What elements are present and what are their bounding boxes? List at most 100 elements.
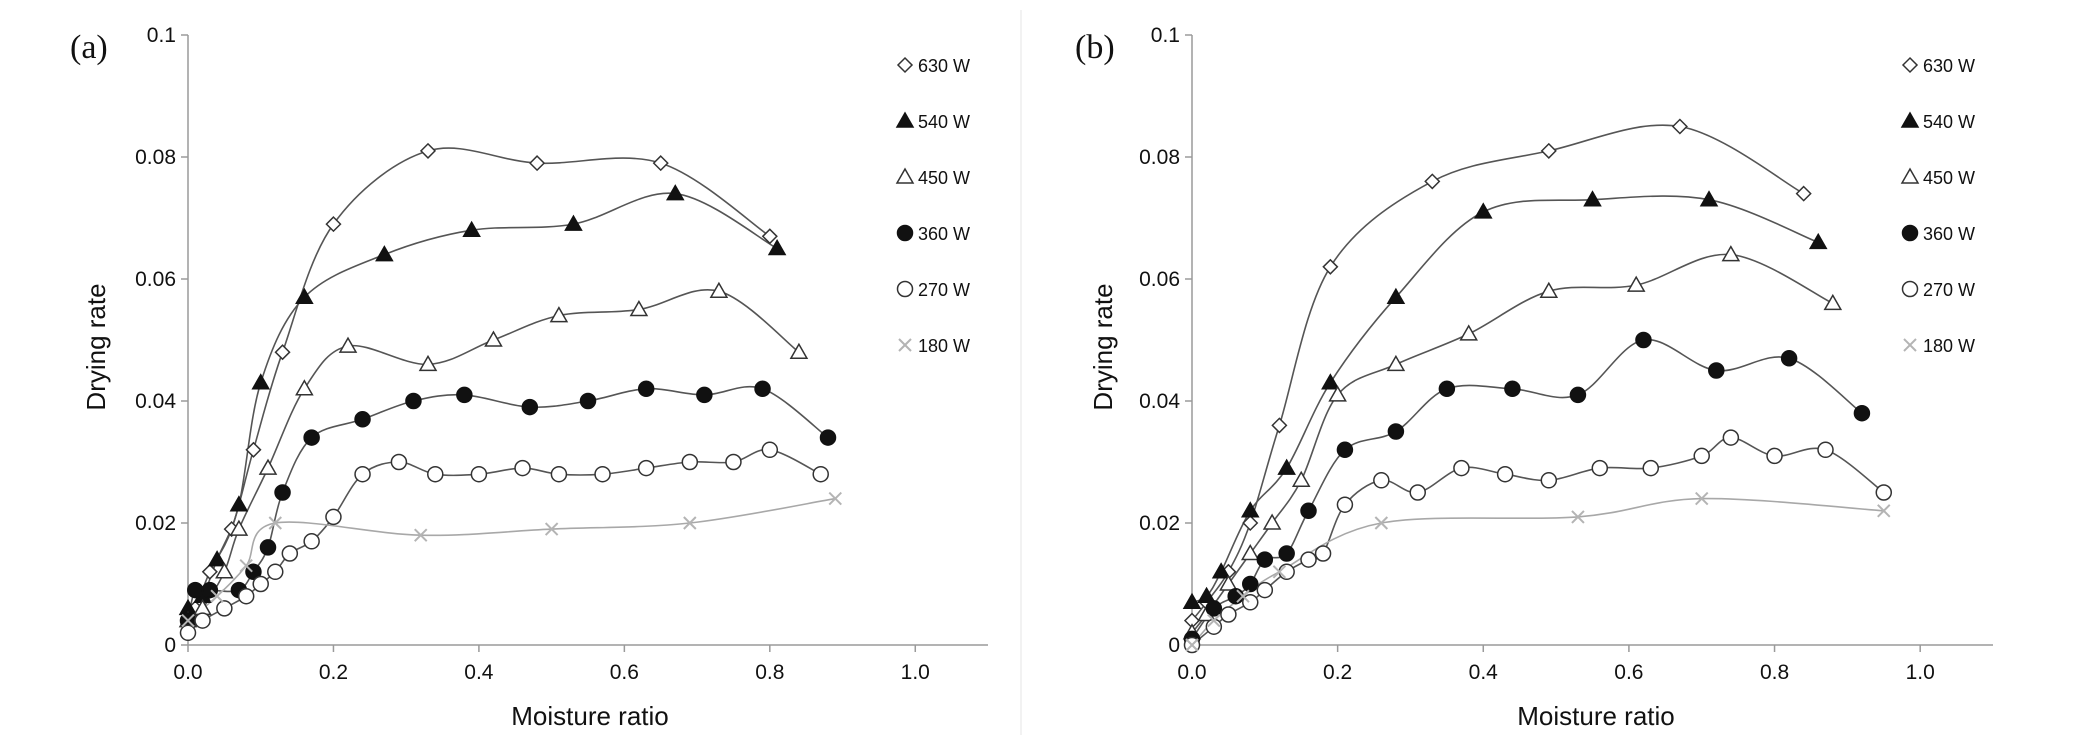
data-point-270w: [594, 465, 611, 483]
x-tick-label: 0.8: [755, 661, 784, 684]
data-point-630w: [419, 142, 437, 159]
data-point-450w: [418, 354, 438, 372]
data-point-180w: [1695, 491, 1709, 506]
data-point-270w: [1220, 606, 1237, 623]
data-point-450w: [295, 379, 314, 396]
data-point-270w: [1278, 563, 1295, 581]
data-point-180w: [210, 589, 224, 603]
legend-marker: [895, 111, 915, 128]
data-point-270w: [1540, 472, 1558, 489]
data-point-270w: [1336, 496, 1354, 513]
series-line-360w: [187, 385, 829, 621]
data-point-360w: [1708, 362, 1725, 379]
x-marker-stroke: [1374, 516, 1389, 530]
data-point-630w: [529, 155, 546, 172]
data-point-540w: [1211, 562, 1231, 579]
x-tick-label: 0.0: [173, 661, 202, 684]
x-marker-stroke: [1571, 510, 1585, 524]
x-marker-stroke: [1236, 589, 1250, 603]
x-marker-stroke: [828, 491, 842, 506]
data-point-450w: [1262, 513, 1282, 530]
data-point-270w: [354, 465, 371, 483]
x-tick-label: 0.0: [1177, 661, 1206, 684]
data-point-180w: [544, 522, 559, 536]
data-point-270w: [427, 465, 444, 483]
x-marker-stroke: [414, 528, 428, 542]
data-point-180w: [1185, 638, 1199, 652]
data-point-630w: [201, 563, 218, 580]
data-point-270w: [1817, 441, 1834, 459]
x-tick-label: 0.2: [1323, 661, 1352, 684]
legend-marker: [1901, 280, 1919, 298]
data-point-270w: [1642, 459, 1660, 477]
data-point-540w: [375, 245, 394, 262]
data-point-450w: [215, 562, 234, 579]
series-line-270w: [187, 448, 822, 634]
data-point-450w: [1539, 281, 1559, 298]
data-point-630w: [245, 441, 262, 458]
data-point-360w: [456, 386, 473, 404]
data-point-270w: [514, 459, 531, 477]
data-point-630w: [1271, 417, 1288, 434]
y-axis-title: Drying rate: [1088, 283, 1118, 410]
legend-marker: [1901, 56, 1919, 74]
data-point-360w: [1336, 441, 1354, 459]
data-point-630w: [325, 216, 342, 233]
x-tick-label: 0.2: [319, 661, 348, 684]
data-point-360w: [819, 429, 837, 446]
data-point-270w: [761, 441, 779, 459]
chart-panel-a: (a) Drying rate Moisture ratio 00.020.04…: [70, 24, 988, 731]
x-marker-stroke: [1877, 504, 1891, 518]
legend-label: 540 W: [918, 112, 970, 132]
data-point-270w: [390, 453, 408, 471]
data-point-450w: [1823, 293, 1843, 311]
data-point-540w: [462, 220, 481, 237]
y-tick-label: 0.06: [135, 268, 176, 291]
data-point-540w: [1473, 202, 1493, 219]
series-line-540w: [187, 192, 778, 610]
data-point-360w: [1256, 551, 1274, 568]
data-point-270w: [725, 453, 742, 471]
data-point-360w: [1387, 423, 1405, 440]
data-point-450w: [1291, 470, 1311, 488]
legend-label: 630 W: [918, 56, 970, 76]
data-point-180w: [1272, 565, 1287, 579]
data-point-180w: [1207, 613, 1221, 628]
data-point-360w: [1227, 587, 1244, 605]
data-point-450w: [484, 330, 503, 347]
data-point-270w: [237, 587, 255, 605]
data-point-270w: [470, 465, 488, 483]
data-point-180w: [181, 613, 195, 628]
data-point-360w: [1504, 380, 1521, 398]
data-point-270w: [325, 508, 342, 526]
data-point-360w: [754, 380, 771, 398]
y-tick-label: 0.1: [1151, 24, 1180, 47]
y-tick-label: 0: [164, 634, 176, 657]
legend-label: 630 W: [1923, 56, 1975, 76]
data-point-360w: [1438, 380, 1456, 398]
series-line-180w: [1191, 497, 1884, 646]
data-point-450w: [1219, 574, 1238, 591]
data-point-180w: [414, 528, 428, 542]
legend-marker: [896, 224, 914, 242]
data-point-540w: [1808, 232, 1828, 250]
data-point-450w: [229, 519, 249, 536]
data-point-630w: [1424, 173, 1441, 190]
legend-label: 450 W: [1923, 168, 1975, 188]
data-point-360w: [187, 581, 204, 599]
legend-label: 450 W: [918, 168, 970, 188]
data-point-540w: [1240, 501, 1260, 518]
x-tick-label: 0.4: [1469, 661, 1499, 684]
data-point-540w: [1583, 190, 1602, 207]
data-point-270w: [281, 545, 299, 562]
legend-marker: [896, 56, 914, 74]
x-marker-stroke: [1903, 338, 1917, 352]
data-point-180w: [1236, 589, 1250, 603]
legend-marker: [898, 338, 912, 352]
x-axis-title: Moisture ratio: [511, 701, 669, 731]
data-point-270w: [252, 575, 269, 593]
data-point-180w: [268, 516, 282, 530]
data-point-180w: [1877, 504, 1891, 518]
data-point-270w: [681, 453, 699, 471]
